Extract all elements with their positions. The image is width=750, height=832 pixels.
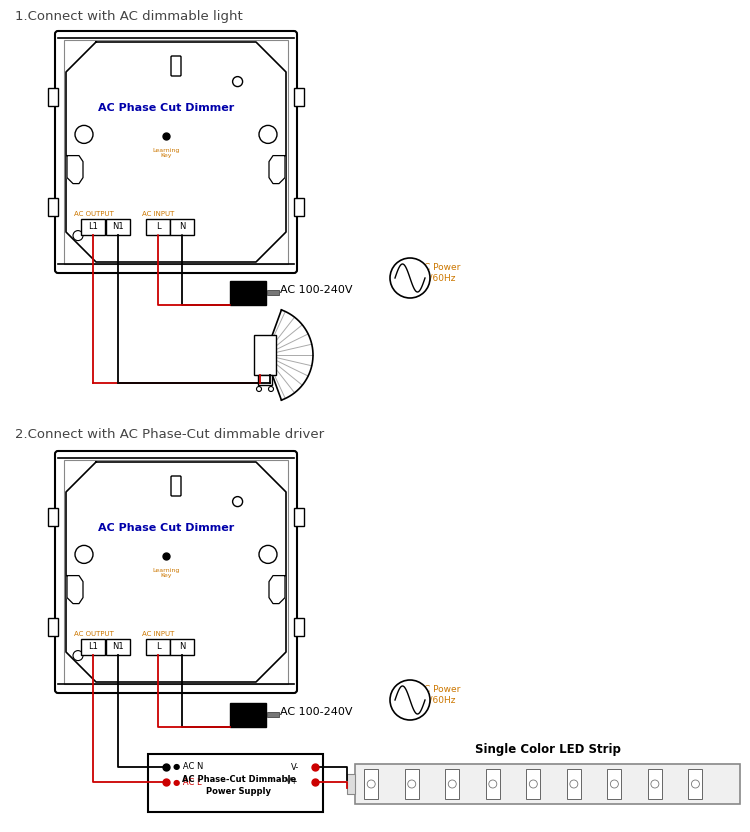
Polygon shape <box>66 462 286 682</box>
Polygon shape <box>66 42 286 262</box>
Text: AC OUTPUT: AC OUTPUT <box>74 631 114 636</box>
Text: ● AC L: ● AC L <box>173 777 202 786</box>
Text: Power Supply: Power Supply <box>206 786 272 795</box>
Text: AC Power
50/60Hz: AC Power 50/60Hz <box>418 263 460 282</box>
FancyBboxPatch shape <box>171 56 181 76</box>
Text: AC INPUT: AC INPUT <box>142 631 174 636</box>
Bar <box>258 375 272 385</box>
Bar <box>48 88 58 106</box>
Text: L: L <box>156 642 160 651</box>
Text: V+: V+ <box>286 777 299 786</box>
Text: L: L <box>156 222 160 231</box>
Bar <box>267 712 279 717</box>
Bar <box>48 618 58 636</box>
Bar <box>254 335 276 375</box>
FancyBboxPatch shape <box>55 451 297 693</box>
Bar <box>146 219 170 235</box>
Polygon shape <box>269 576 285 603</box>
Circle shape <box>368 780 375 788</box>
Bar <box>106 219 130 235</box>
Text: 1.Connect with AC dimmable light: 1.Connect with AC dimmable light <box>15 10 243 23</box>
Text: AC INPUT: AC INPUT <box>142 210 174 217</box>
Bar <box>230 281 266 305</box>
Circle shape <box>610 780 618 788</box>
Bar <box>294 508 304 526</box>
Circle shape <box>390 680 430 720</box>
Circle shape <box>390 258 430 298</box>
Bar <box>230 703 266 727</box>
Bar <box>64 40 288 264</box>
Polygon shape <box>269 156 285 184</box>
Text: Single Color LED Strip: Single Color LED Strip <box>475 743 620 756</box>
Polygon shape <box>67 576 83 603</box>
Text: AC Power
50/60Hz: AC Power 50/60Hz <box>418 685 460 705</box>
Circle shape <box>259 546 277 563</box>
Text: Learning
Key: Learning Key <box>152 567 180 578</box>
Circle shape <box>73 230 83 240</box>
Circle shape <box>268 387 274 392</box>
Bar <box>81 219 105 235</box>
Circle shape <box>232 497 242 507</box>
Text: N1: N1 <box>112 222 124 231</box>
Bar <box>405 769 418 799</box>
Text: N: N <box>178 642 185 651</box>
Bar <box>446 769 459 799</box>
Text: AC OUTPUT: AC OUTPUT <box>74 210 114 217</box>
Bar <box>526 769 540 799</box>
Bar <box>688 769 703 799</box>
Bar <box>48 508 58 526</box>
Bar <box>608 769 621 799</box>
Circle shape <box>692 780 700 788</box>
Text: AC Phase-Cut Dimmable: AC Phase-Cut Dimmable <box>182 775 296 784</box>
Text: N: N <box>178 222 185 231</box>
Bar <box>347 774 355 794</box>
Text: V-: V- <box>291 762 299 771</box>
Bar <box>294 618 304 636</box>
Bar <box>267 290 279 295</box>
FancyBboxPatch shape <box>171 476 181 496</box>
Text: AC 100-240V: AC 100-240V <box>280 285 352 295</box>
Bar <box>294 198 304 216</box>
Bar <box>355 764 740 804</box>
Text: AC Phase Cut Dimmer: AC Phase Cut Dimmer <box>98 523 234 533</box>
Circle shape <box>489 780 496 788</box>
Text: ● AC N: ● AC N <box>173 762 203 771</box>
Bar <box>170 639 194 655</box>
Text: L1: L1 <box>88 222 98 231</box>
Bar <box>81 639 105 655</box>
Bar <box>486 769 500 799</box>
Circle shape <box>73 651 83 661</box>
Circle shape <box>408 780 416 788</box>
Circle shape <box>232 77 242 87</box>
Bar <box>567 769 580 799</box>
Bar <box>648 769 662 799</box>
Circle shape <box>448 780 456 788</box>
Circle shape <box>570 780 578 788</box>
Circle shape <box>530 780 537 788</box>
Circle shape <box>75 126 93 143</box>
Bar <box>64 460 288 684</box>
Bar <box>364 769 378 799</box>
Circle shape <box>259 126 277 143</box>
Circle shape <box>75 546 93 563</box>
Text: AC Phase Cut Dimmer: AC Phase Cut Dimmer <box>98 103 234 113</box>
Polygon shape <box>67 156 83 184</box>
Circle shape <box>256 387 262 392</box>
FancyBboxPatch shape <box>55 31 297 273</box>
Text: 2.Connect with AC Phase-Cut dimmable driver: 2.Connect with AC Phase-Cut dimmable dri… <box>15 428 324 441</box>
Text: Learning
Key: Learning Key <box>152 147 180 158</box>
Circle shape <box>651 780 659 788</box>
Bar <box>170 219 194 235</box>
Bar <box>294 88 304 106</box>
Bar <box>106 639 130 655</box>
Text: L1: L1 <box>88 642 98 651</box>
Bar <box>146 639 170 655</box>
Bar <box>148 754 323 812</box>
Text: N1: N1 <box>112 642 124 651</box>
Bar <box>48 198 58 216</box>
Text: AC 100-240V: AC 100-240V <box>280 707 352 717</box>
